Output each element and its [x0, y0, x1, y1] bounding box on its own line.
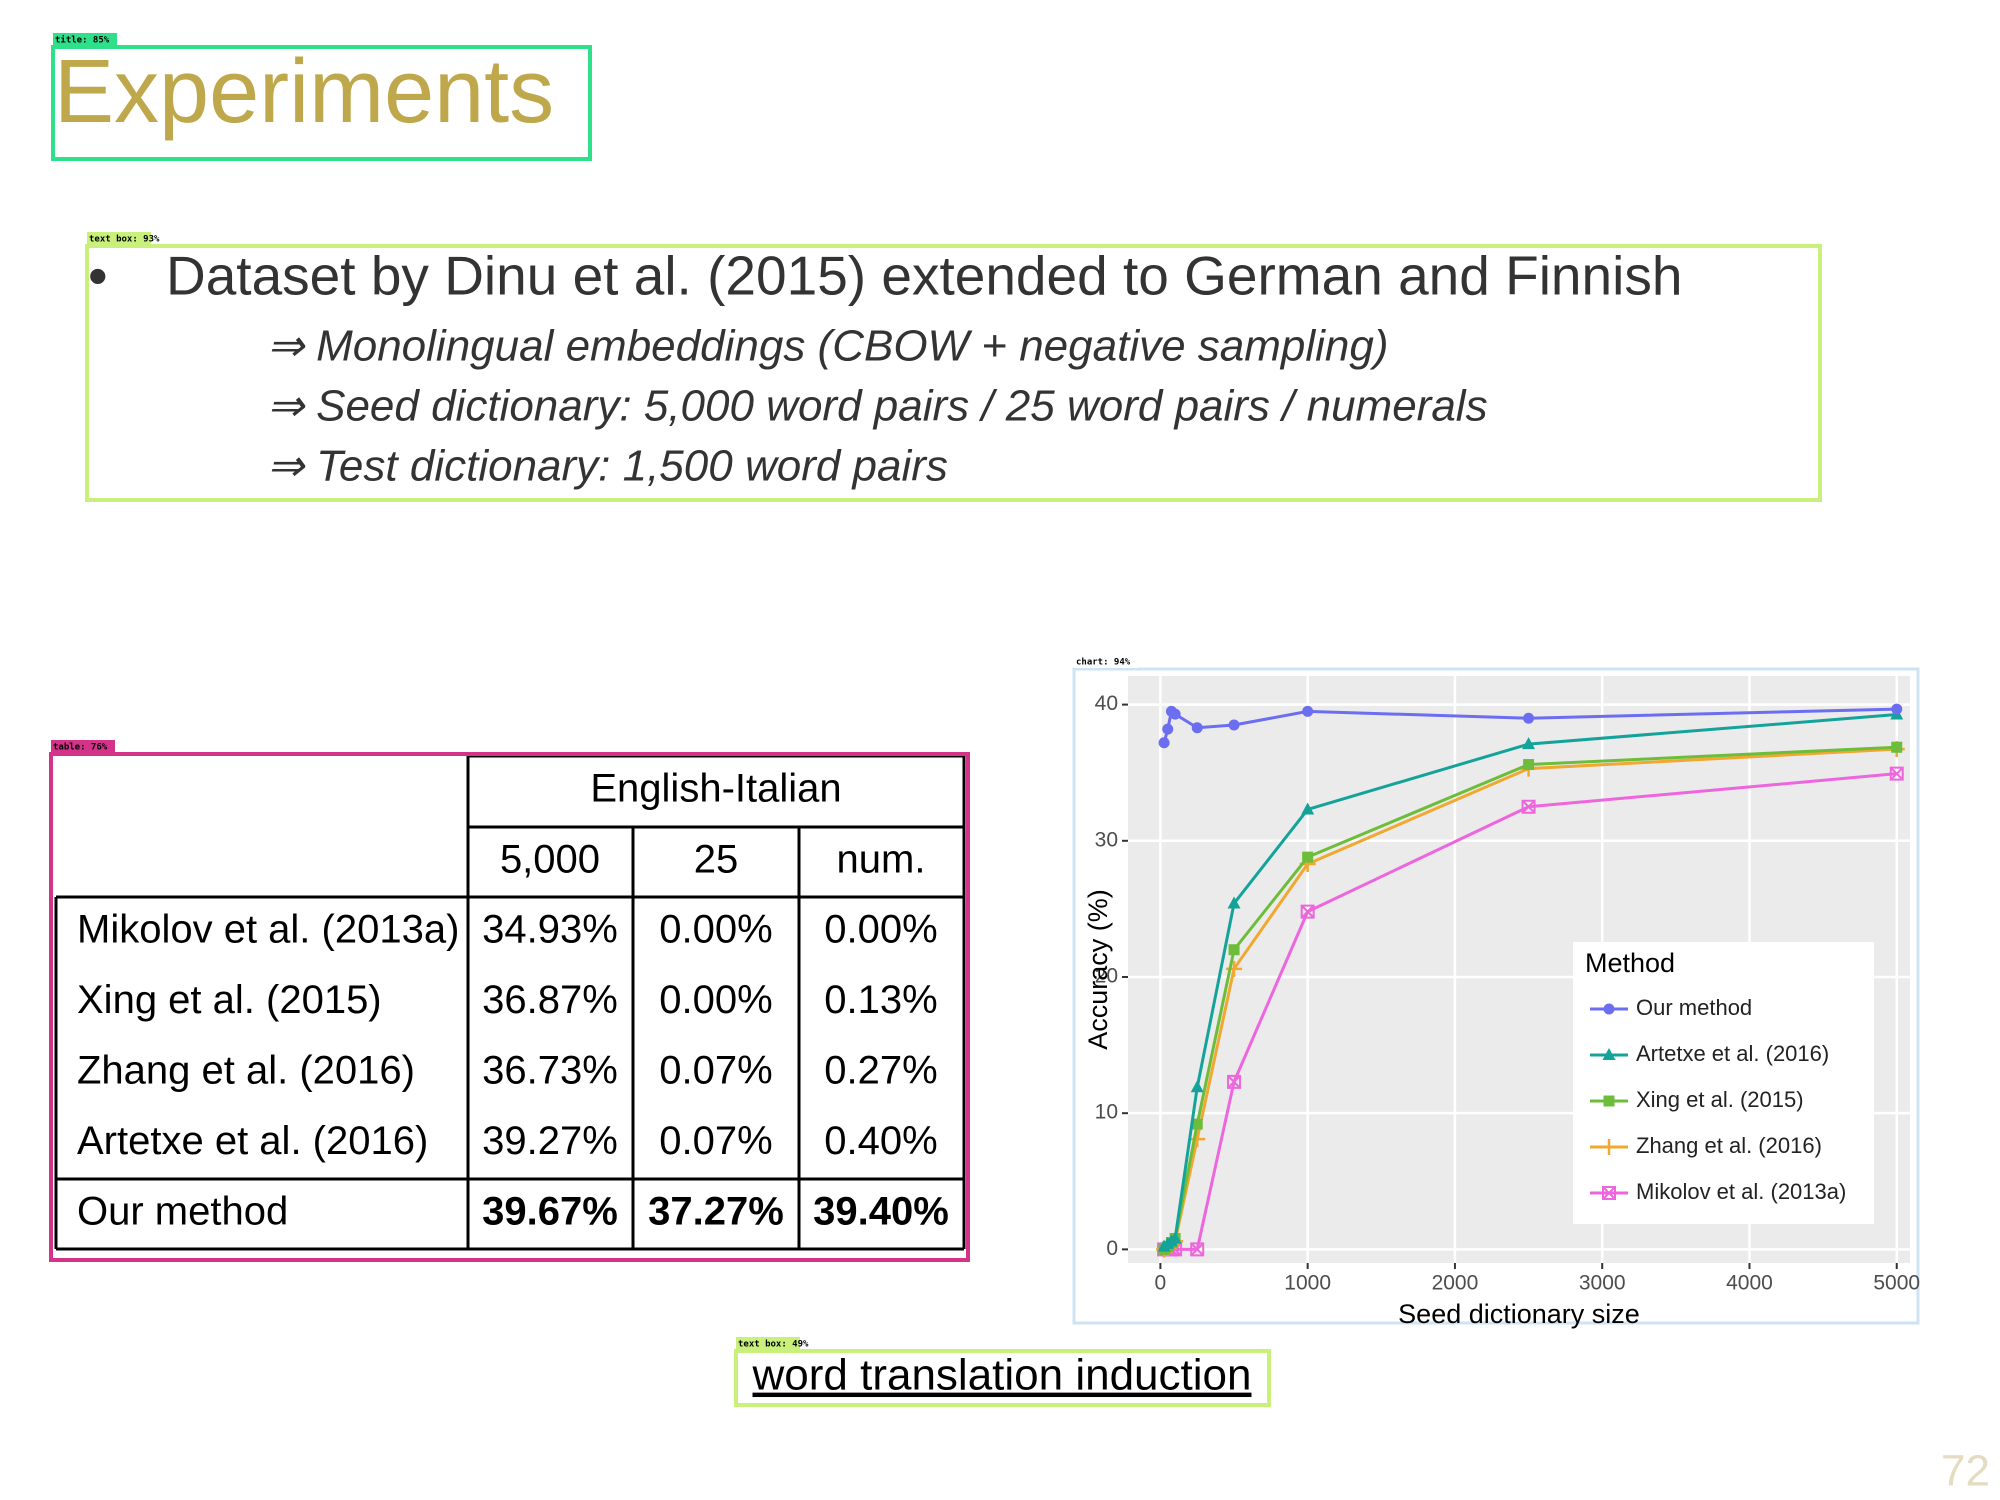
legend-label: Our method [1636, 995, 1752, 1020]
legend-title: Method [1585, 948, 1675, 978]
point [1168, 1231, 1182, 1244]
table-cell: 0.07% [659, 1049, 772, 1093]
detection-label: title: 85% [55, 35, 110, 46]
detection-box [734, 1349, 1271, 1407]
table-row-label: Zhang et al. (2016) [77, 1049, 415, 1093]
point [1603, 1095, 1615, 1107]
point [1301, 802, 1315, 815]
detection-tag [87, 232, 151, 245]
y-tick-label: 30 [1095, 828, 1118, 851]
table-cell: 39.40% [813, 1190, 949, 1234]
point [1522, 737, 1536, 750]
detection-label: text box: 49% [738, 1340, 809, 1350]
table-cell: 0.13% [824, 978, 937, 1022]
table-column-header: 5,000 [500, 838, 600, 882]
y-axis-title: Accuracy (%) [1083, 889, 1113, 1050]
table-row-label: Mikolov et al. (2013a) [77, 908, 459, 952]
point [1601, 1139, 1617, 1155]
legend-label: Xing et al. (2015) [1636, 1087, 1804, 1112]
table-cell: 0.00% [659, 908, 772, 952]
detection-box [49, 752, 970, 1262]
x-tick-label: 4000 [1726, 1272, 1773, 1295]
point [1189, 1131, 1206, 1148]
detection-label: chart: 94% [1076, 658, 1131, 668]
legend-box [1573, 942, 1874, 1224]
x-tick-label: 1000 [1284, 1272, 1331, 1295]
x-tick-label: 2000 [1432, 1272, 1479, 1295]
table-cell: 36.73% [482, 1049, 618, 1093]
table-cell: 39.27% [482, 1119, 618, 1163]
point [1602, 1186, 1616, 1200]
table-cell: 0.00% [824, 908, 937, 952]
detection-tag [51, 740, 115, 753]
plot-series [1156, 703, 1905, 1258]
point [1227, 896, 1241, 909]
point [1162, 723, 1174, 735]
point [1227, 1074, 1242, 1089]
point [1228, 944, 1240, 956]
page-number: 72 [1941, 1447, 1990, 1496]
table-row-label: Xing et al. (2015) [77, 978, 382, 1022]
table-column-header: 25 [694, 838, 739, 882]
detection-box [51, 45, 592, 161]
y-tick-label: 10 [1095, 1101, 1118, 1124]
legend-label: Artetxe et al. (2016) [1636, 1041, 1829, 1066]
table-row-label: Artetxe et al. (2016) [77, 1119, 428, 1163]
point [1191, 722, 1203, 734]
table-cell: 37.27% [648, 1190, 784, 1234]
detection-label: text box: 93% [89, 235, 160, 245]
point [1300, 904, 1315, 919]
point [1190, 1080, 1204, 1093]
detection-tag [1074, 655, 1138, 668]
point [1169, 708, 1181, 720]
point [1891, 703, 1903, 715]
point [1889, 766, 1904, 781]
sub-point: ⇒ Test dictionary: 1,500 word pairs [267, 442, 948, 491]
point [1158, 737, 1170, 749]
table-group-header: English-Italian [590, 767, 841, 811]
y-tick-label: 0 [1106, 1237, 1118, 1260]
table-cell: 0.00% [659, 978, 772, 1022]
x-tick-label: 3000 [1579, 1272, 1626, 1295]
point [1602, 1048, 1616, 1060]
bullet-text: Dataset by Dinu et al. (2015) extended t… [166, 245, 1682, 307]
x-axis-title: Seed dictionary size [1398, 1299, 1640, 1329]
table-column-header: num. [837, 838, 926, 882]
detection-box [85, 244, 1822, 502]
table-cell: 39.67% [482, 1190, 618, 1234]
point [1523, 712, 1535, 724]
point [1228, 719, 1240, 731]
sub-point: ⇒ Seed dictionary: 5,000 word pairs / 25… [267, 382, 1488, 431]
point [1302, 851, 1314, 863]
slide-title: Experiments [54, 42, 554, 142]
point [1523, 759, 1535, 771]
caption: word translation induction [752, 1351, 1252, 1400]
point [1190, 1242, 1205, 1257]
table-cell: 0.07% [659, 1119, 772, 1163]
y-tick-label: 20 [1095, 965, 1118, 988]
chart-frame [1072, 667, 1920, 1325]
table-cell: 0.40% [824, 1119, 937, 1163]
detection-label: table: 76% [53, 743, 108, 753]
bullet-dot: • [88, 244, 108, 307]
point [1521, 799, 1536, 814]
x-tick-label: 0 [1155, 1272, 1167, 1295]
point [1302, 705, 1314, 717]
x-tick-label: 5000 [1873, 1272, 1920, 1295]
point [1603, 1003, 1615, 1015]
table-cell: 34.93% [482, 908, 618, 952]
table-cell: 0.27% [824, 1049, 937, 1093]
sub-point: ⇒ Monolingual embeddings (CBOW + negativ… [267, 322, 1389, 371]
y-tick-label: 40 [1095, 692, 1118, 715]
legend-label: Mikolov et al. (2013a) [1636, 1179, 1846, 1204]
detection-tag [53, 33, 117, 46]
table-lines [54, 754, 966, 1251]
table-cell: 36.87% [482, 978, 618, 1022]
detection-tag [736, 1337, 800, 1350]
legend-label: Zhang et al. (2016) [1636, 1133, 1822, 1158]
table-row-label: Our method [77, 1190, 288, 1234]
point [1191, 1118, 1203, 1130]
point [1891, 741, 1903, 753]
